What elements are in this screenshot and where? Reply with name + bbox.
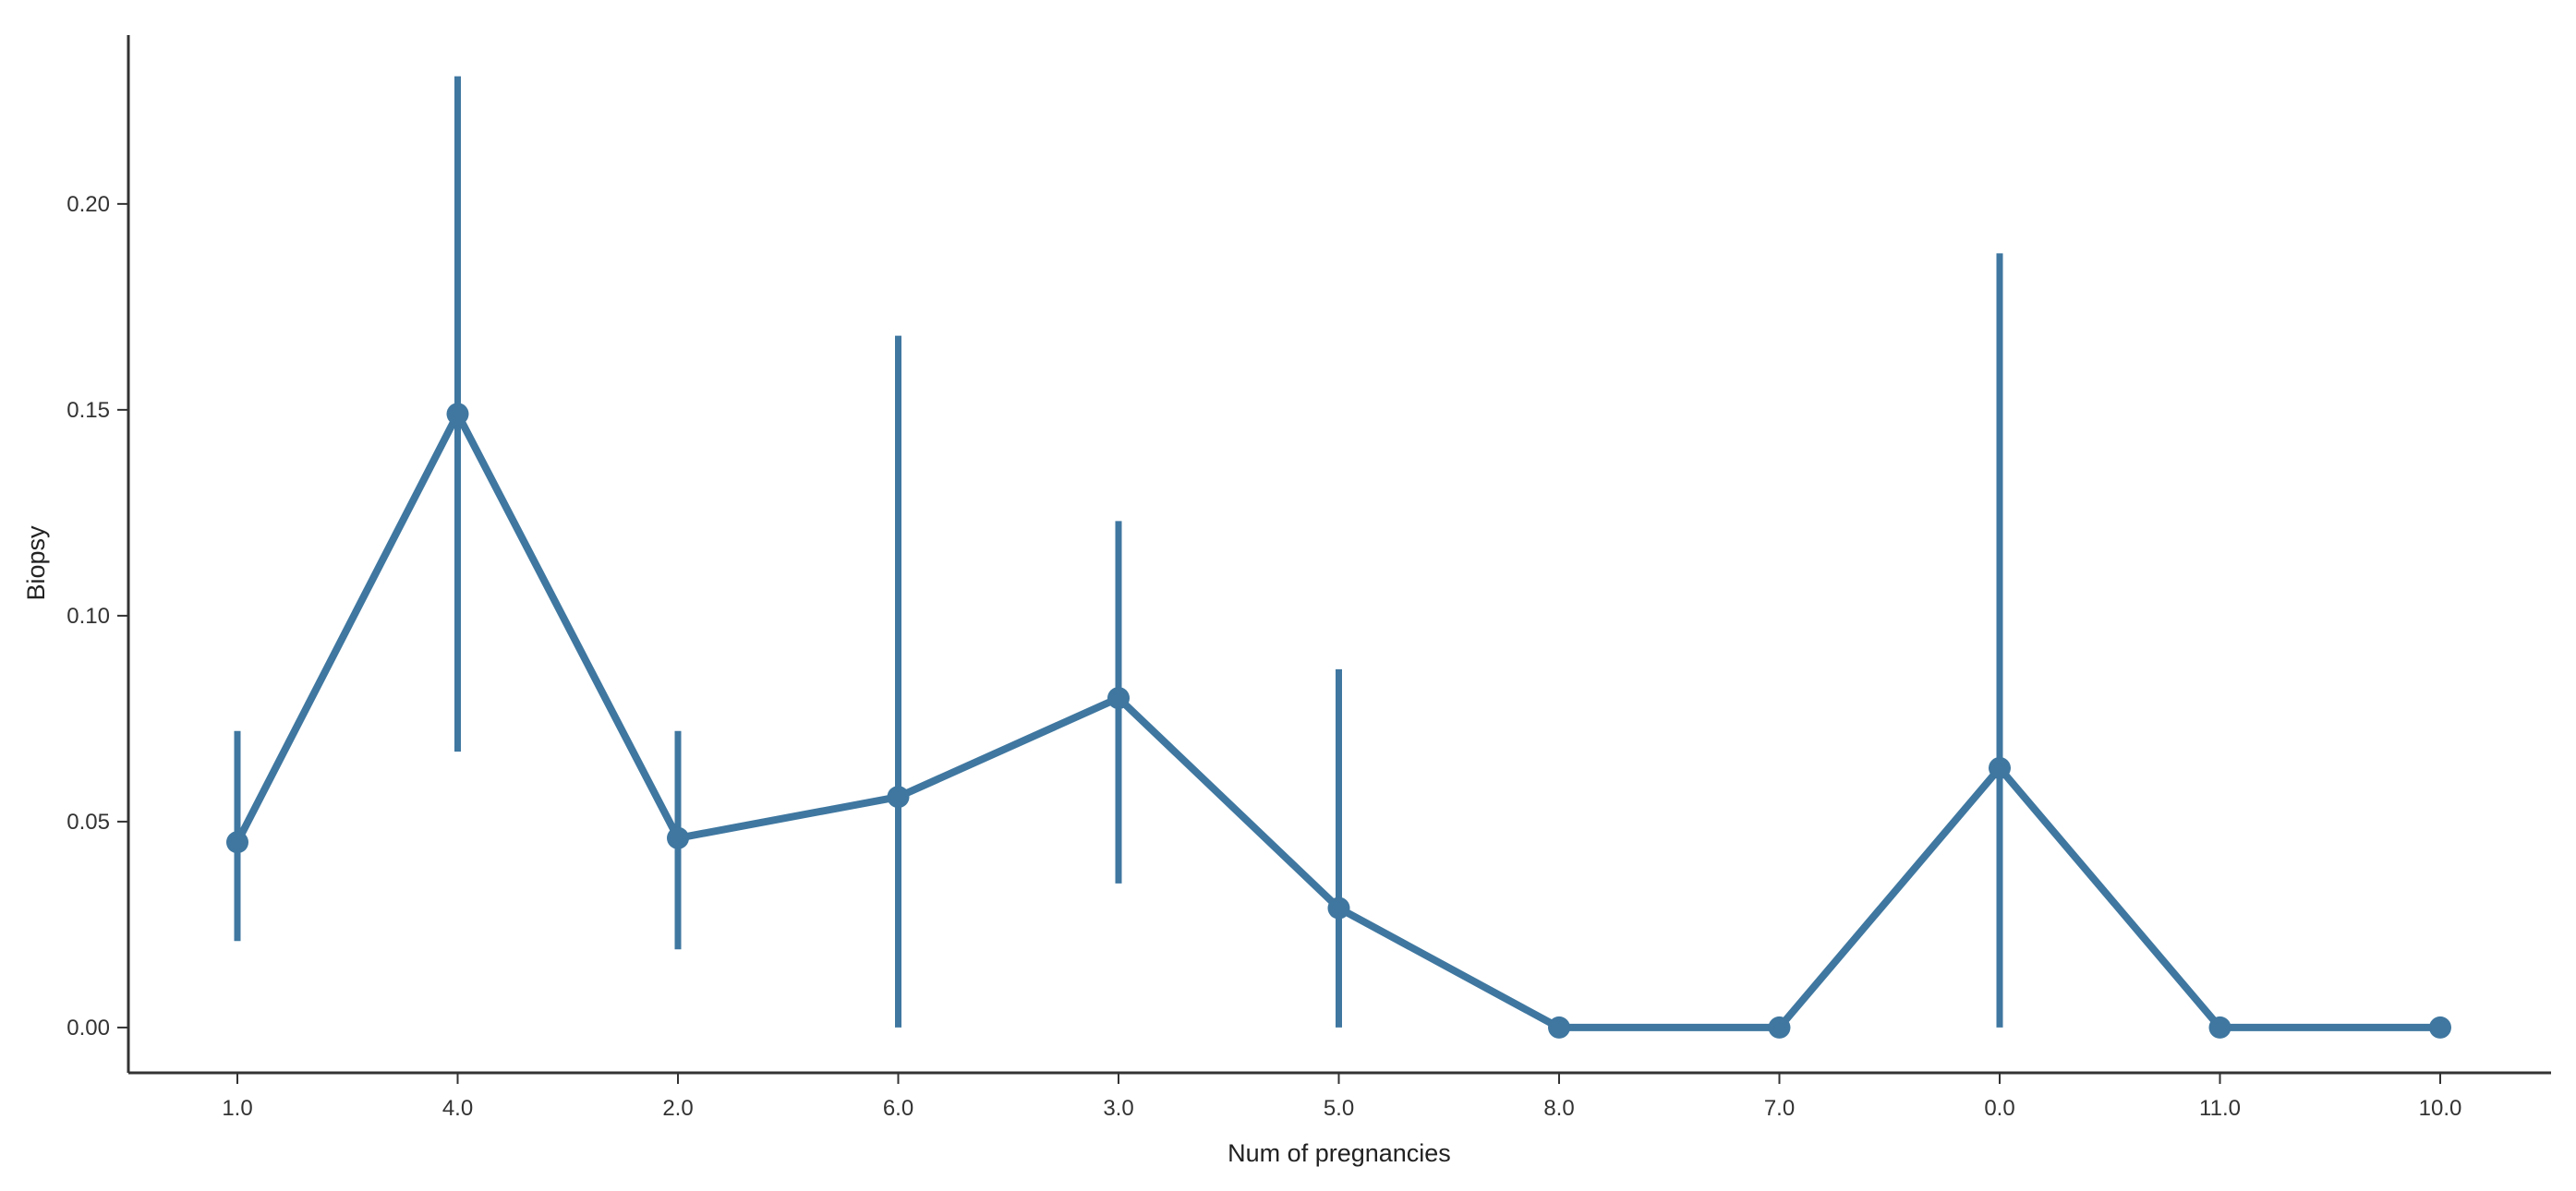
x-tick-label: 0.0	[1984, 1096, 2014, 1121]
data-points	[226, 403, 2451, 1039]
data-point	[1327, 896, 1350, 920]
x-ticks: 1.0 4.0 2.0 6.0 3.0 5.0 8.0 7.0 0.0 11.0 10.0	[222, 1073, 2461, 1121]
y-ticks: 0.00 0.05 0.10 0.15 0.20	[67, 192, 128, 1041]
y-axis-title: Biopsy	[22, 525, 50, 601]
x-tick-label: 7.0	[1764, 1096, 1795, 1121]
x-axis-title: Num of pregnancies	[1228, 1139, 1451, 1167]
x-tick-label: 5.0	[1324, 1096, 1354, 1121]
data-point	[1768, 1016, 1791, 1039]
x-tick-label: 4.0	[442, 1096, 473, 1121]
data-point	[1989, 756, 2011, 779]
data-point	[226, 831, 248, 854]
data-point	[2208, 1016, 2231, 1039]
data-point	[887, 786, 910, 809]
data-point	[1107, 687, 1130, 710]
y-tick-label: 0.00	[67, 1016, 110, 1041]
x-tick-label: 6.0	[883, 1096, 913, 1121]
error-bars	[234, 76, 2003, 1028]
data-point	[667, 826, 689, 849]
x-tick-label: 1.0	[222, 1096, 252, 1121]
x-tick-label: 8.0	[1543, 1096, 1574, 1121]
data-point	[446, 403, 469, 426]
x-tick-label: 3.0	[1103, 1096, 1133, 1121]
y-tick-label: 0.20	[67, 192, 110, 217]
y-tick-label: 0.15	[67, 398, 110, 423]
y-tick-label: 0.05	[67, 810, 110, 835]
data-point	[2429, 1016, 2451, 1039]
x-tick-label: 10.0	[2419, 1096, 2462, 1121]
x-tick-label: 11.0	[2199, 1096, 2241, 1121]
x-tick-label: 2.0	[662, 1096, 693, 1121]
data-point	[1548, 1016, 1570, 1039]
y-tick-label: 0.10	[67, 604, 110, 629]
